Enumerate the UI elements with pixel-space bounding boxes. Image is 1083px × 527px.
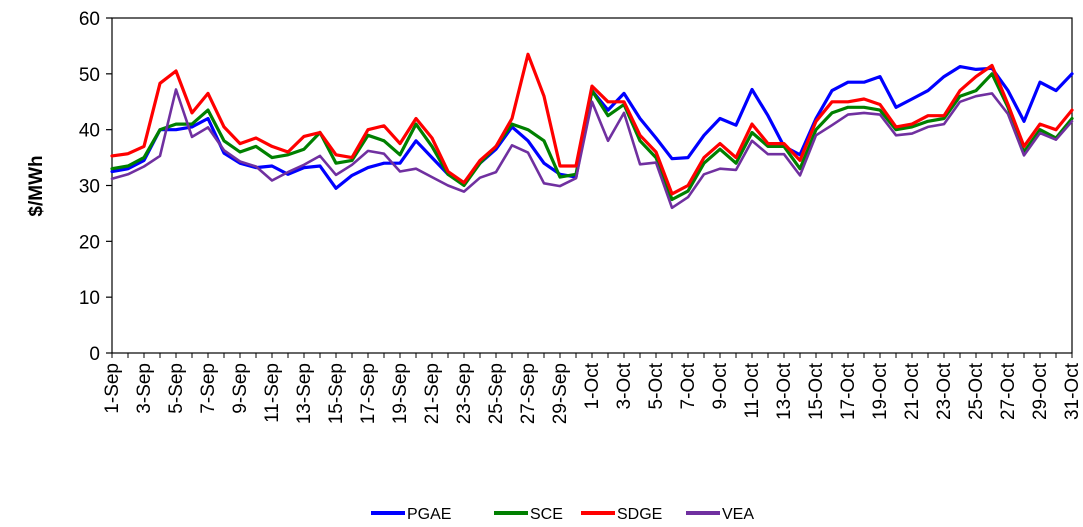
x-tick-label: 15-Oct	[806, 362, 827, 420]
y-tick-label: 60	[79, 9, 100, 30]
y-tick-label: 30	[79, 177, 100, 198]
x-tick-label: 13-Sep	[294, 363, 315, 424]
x-tick-label: 3-Oct	[614, 362, 635, 409]
legend-label-vea: VEA	[722, 506, 754, 523]
x-tick-label: 27-Oct	[998, 362, 1019, 420]
x-tick-label: 21-Sep	[422, 363, 443, 424]
x-tick-label: 29-Oct	[1030, 362, 1051, 420]
x-tick-label: 19-Oct	[870, 362, 891, 420]
legend: PGAE SCE SDGE VEA	[371, 506, 754, 523]
x-tick-label: 7-Sep	[198, 363, 219, 414]
x-tick-label: 17-Oct	[838, 362, 859, 420]
x-tick-label: 25-Sep	[486, 363, 507, 424]
legend-label-pgae: PGAE	[407, 506, 451, 523]
x-tick-label: 25-Oct	[966, 362, 987, 420]
x-tick-label: 31-Oct	[1062, 362, 1083, 420]
y-tick-label: 40	[79, 121, 100, 142]
x-tick-label: 27-Sep	[518, 363, 539, 424]
x-tick-label: 3-Sep	[134, 363, 155, 414]
x-tick-label: 15-Sep	[326, 363, 347, 424]
series-line-vea	[110, 88, 1074, 210]
y-tick-label: 0	[89, 344, 100, 365]
x-tick-label: 23-Oct	[934, 362, 955, 420]
x-tick-label: 5-Oct	[646, 362, 667, 409]
x-tick-label: 5-Sep	[166, 363, 187, 414]
x-tick-label: 21-Oct	[902, 362, 923, 420]
y-tick-label: 50	[79, 65, 100, 86]
y-tick-label: 20	[79, 232, 100, 253]
x-tick-label: 23-Sep	[454, 363, 475, 424]
plot-area	[111, 17, 1073, 354]
y-axis: 0 10 20 30 40 50 60	[79, 9, 112, 365]
x-tick-label: 11-Sep	[262, 363, 283, 423]
x-tick-label: 19-Sep	[390, 363, 411, 424]
x-axis: 1-Sep 3-Sep 5-Sep 7-Sep 9-Sep 11-Sep 13-Sep 15-…	[102, 353, 1083, 424]
x-tick-label: 1-Oct	[582, 362, 603, 409]
x-tick-label: 9-Sep	[230, 363, 251, 414]
x-tick-label: 1-Sep	[102, 363, 123, 414]
y-axis-label: $/MWh	[26, 155, 47, 216]
x-tick-label: 13-Oct	[774, 362, 795, 420]
y-tick-label: 10	[79, 288, 100, 309]
legend-label-sce: SCE	[530, 506, 563, 523]
x-tick-label: 7-Oct	[678, 362, 699, 409]
x-tick-label: 17-Sep	[358, 363, 379, 424]
x-tick-label: 9-Oct	[710, 362, 731, 409]
x-tick-label: 29-Sep	[550, 363, 571, 424]
legend-label-sdge: SDGE	[617, 506, 662, 523]
series-line-sdge	[110, 52, 1074, 196]
x-tick-label: 11-Oct	[742, 362, 763, 418]
series-layer	[110, 52, 1074, 210]
